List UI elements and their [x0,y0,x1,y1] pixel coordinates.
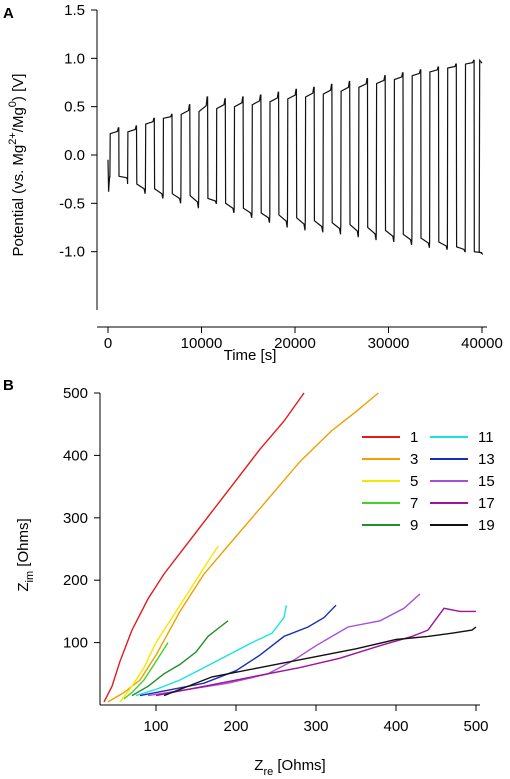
panel-b-x-tick-label: 500 [463,718,488,735]
panel-b-x-label-main: Z [254,757,263,774]
panel-a-x-tick-label: 10000 [181,335,223,352]
panel-b-y-tick-label: 400 [63,447,88,464]
panel-a-y-label-part-1: Potential (vs. Mg [10,145,27,257]
panel-a-x-tick-label: 30000 [368,335,410,352]
series-line-1 [103,392,305,703]
panel-a-y-tick-label: 0.0 [64,147,85,164]
panel-a-x-tick-label: 40000 [461,335,503,352]
panel-a-x-tick-label: 20000 [274,335,316,352]
series-line-13 [139,604,337,697]
panel-b-x-label: Zre [Ohms] [254,757,325,778]
panel-a-y-tick-label: 1.0 [64,50,85,67]
panel-a-y-label-superscript-2: 0 [7,101,19,107]
legend-label-17: 17 [478,495,495,512]
series-line-15 [147,593,421,697]
panel-b-y-label: Zim [Ohms] [15,518,36,591]
panel-a-label: A [3,5,14,22]
legend-label-7: 7 [410,495,418,512]
panel-b-y-tick-label: 100 [63,635,88,652]
panel-a-x-label: Time [s] [224,347,277,364]
series-line-3 [107,392,379,703]
panel-b-series [103,392,477,703]
panel-a-y-label-part-3: ) [V] [10,74,27,102]
panel-b-x-tick-label: 100 [143,718,168,735]
panel-b-x-ticks: 100 200 300 400 500 [143,705,489,735]
legend-label-5: 5 [410,473,418,490]
series-line-5 [119,545,219,703]
series-line-11 [135,605,288,697]
series-line-17 [155,607,476,697]
panel-a-y-label-superscript-1: 2+ [7,132,19,145]
panel-a-y-label: Potential (vs. Mg2+/Mg0) [V] [7,74,27,257]
legend-label-19: 19 [478,517,495,534]
legend-label-1: 1 [410,429,418,446]
panel-b-y-tick-label: 200 [63,572,88,589]
panel-a-x-tick-label: 0 [104,335,112,352]
panel-b-y-label-sub: im [24,571,36,583]
panel-b-x-label-unit: [Ohms] [273,757,326,774]
panel-a: A -1.0 -0.5 0.0 0.5 1.0 1.5 0 10000 20000 30000 4… [3,2,503,364]
panel-b-y-tick-label: 300 [63,510,88,527]
panel-a-y-tick-label: -0.5 [59,195,85,212]
panel-a-y-tick-label: -1.0 [59,244,85,261]
panel-b-y-tick-label: 500 [63,385,88,402]
panel-b-y-label-unit: [Ohms] [15,518,32,571]
legend-label-13: 13 [478,451,495,468]
series-line-7 [123,642,169,700]
panel-a-y-label-part-2: /Mg [10,107,27,132]
panel-b-x-tick-label: 200 [223,718,248,735]
panel-a-x-ticks: 0 10000 20000 30000 40000 [104,327,503,352]
panel-b-label: B [3,377,14,394]
legend-label-9: 9 [410,517,418,534]
panel-a-y-ticks: -1.0 -0.5 0.0 0.5 1.0 1.5 [59,2,97,261]
panel-a-y-tick-label: 0.5 [64,99,85,116]
panel-b-y-label-main: Z [15,582,32,591]
panel-a-potential-trace [107,58,484,256]
panel-b-x-tick-label: 300 [303,718,328,735]
series-line-19 [163,626,477,697]
legend-label-15: 15 [478,473,495,490]
series-line-9 [131,620,229,697]
panel-b-x-label-sub: re [263,766,273,778]
panel-b-y-ticks: 100 200 300 400 500 [63,385,100,652]
legend-label-11: 11 [478,429,494,446]
panel-b-x-tick-label: 400 [383,718,408,735]
legend-label-3: 3 [410,451,418,468]
panel-a-y-tick-label: 1.5 [64,2,85,19]
